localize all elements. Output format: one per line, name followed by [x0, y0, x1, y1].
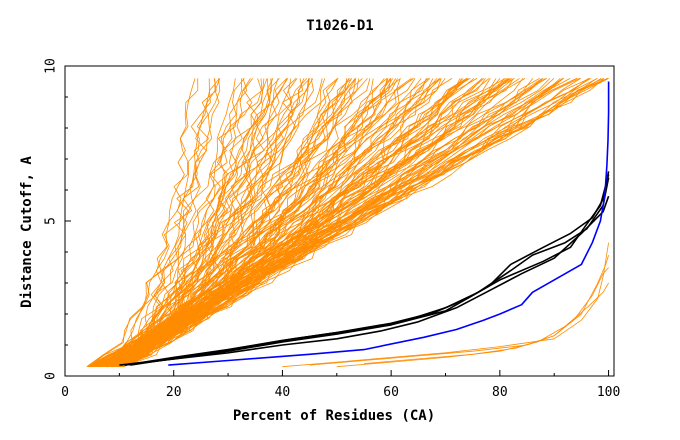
model-curve: [86, 78, 211, 368]
model-curve: [106, 78, 314, 368]
model-curve: [114, 78, 217, 367]
model-curve: [93, 78, 508, 368]
best-curve-group: [168, 81, 610, 366]
model-curve: [122, 78, 592, 368]
x-tick-label: 40: [275, 385, 291, 400]
x-tick-label: 100: [597, 385, 620, 400]
model-curve: [88, 78, 505, 368]
model-curve: [120, 78, 555, 368]
highlighted-curve: [130, 177, 610, 366]
model-curve: [93, 78, 580, 368]
model-curve: [103, 78, 254, 368]
x-tick-label: 80: [492, 385, 508, 400]
model-curve: [97, 78, 543, 368]
model-curve: [87, 78, 220, 368]
model-curve: [88, 78, 468, 368]
model-curve: [90, 78, 446, 368]
y-tick-label: 10: [44, 58, 59, 74]
y-axis-ticks: 0 5 10: [44, 58, 71, 380]
x-tick-label: 20: [166, 385, 182, 400]
x-axis-ticks: 0 20 40 60 80 100: [61, 370, 620, 400]
model-curve: [88, 78, 292, 368]
model-curve: [93, 78, 422, 368]
model-curve: [110, 78, 262, 368]
model-curve: [99, 78, 604, 368]
x-tick-label: 60: [383, 385, 399, 400]
outlier-curve: [363, 267, 609, 364]
model-curve: [111, 78, 243, 368]
outlier-curve: [282, 242, 609, 368]
model-curve: [91, 78, 429, 368]
outlier-curve: [309, 254, 609, 366]
x-axis-label: Percent of Residues (CA): [233, 408, 435, 424]
x-tick-label: 0: [61, 385, 69, 400]
y-tick-label: 5: [44, 217, 59, 225]
y-tick-label: 0: [44, 372, 59, 380]
outlier-curves: [282, 242, 609, 368]
model-curve: [88, 78, 309, 368]
outlier-curve: [336, 282, 609, 368]
model-curve: [121, 78, 598, 368]
model-curve: [89, 78, 248, 368]
y-axis-label: Distance Cutoff, A: [19, 156, 35, 308]
highlighted-curves: [119, 171, 610, 366]
model-curve: [106, 78, 196, 367]
model-curve: [108, 78, 216, 368]
best-curve: [168, 81, 610, 366]
model-curve: [98, 78, 609, 368]
highlighted-curve: [119, 171, 610, 366]
highlighted-curve: [124, 195, 610, 366]
model-curve: [117, 78, 514, 368]
model-curve: [89, 78, 591, 368]
chart-title: T1026-D1: [306, 18, 373, 34]
model-curves: [86, 78, 609, 368]
